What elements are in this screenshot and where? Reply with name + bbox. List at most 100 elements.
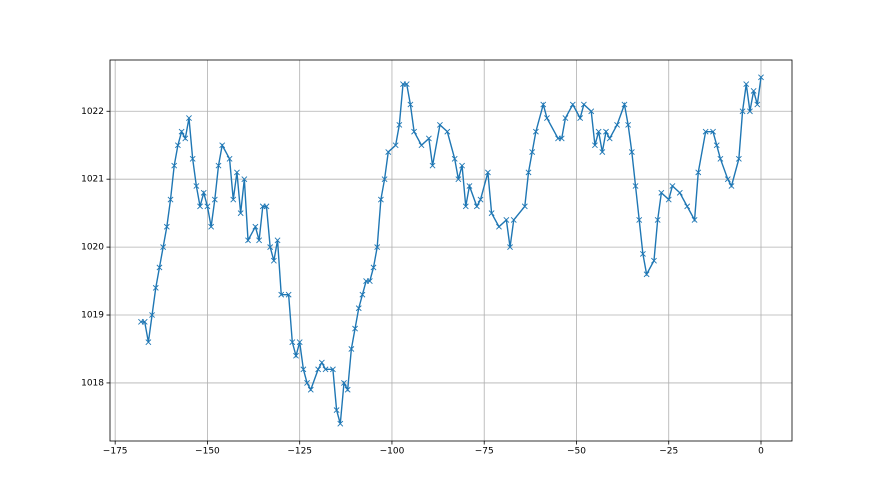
data-marker (403, 81, 410, 88)
y-tick-label: 1022 (81, 107, 104, 117)
data-marker (274, 237, 281, 244)
data-marker (462, 203, 469, 210)
data-marker (569, 101, 576, 108)
data-marker (197, 203, 203, 210)
ticks: −175 −150 −125 −100 −75 −50 −25 0 1018 1019 1020 10… (81, 107, 764, 457)
data-marker (717, 155, 724, 162)
data-marker (702, 128, 709, 135)
data-marker (293, 352, 299, 359)
data-marker (245, 237, 251, 244)
data-marker (208, 223, 215, 230)
y-tick-label: 1018 (81, 378, 104, 388)
data-marker (160, 244, 167, 251)
data-marker (735, 155, 742, 162)
x-tick-label: −175 (103, 447, 128, 457)
data-marker (385, 149, 392, 155)
data-marker (189, 155, 196, 162)
data-marker (425, 135, 432, 142)
data-marker (665, 196, 672, 203)
data-marker (359, 291, 366, 298)
data-marker (636, 217, 643, 223)
data-marker (639, 250, 646, 257)
data-marker (149, 312, 155, 318)
data-marker (603, 128, 609, 135)
plot (138, 74, 764, 427)
data-marker (337, 420, 344, 427)
data-marker (267, 244, 274, 251)
data-marker (352, 325, 358, 332)
data-marker (289, 339, 296, 346)
data-marker (204, 203, 211, 210)
data-marker (418, 142, 425, 149)
data-marker (488, 210, 495, 217)
data-marker (606, 135, 613, 142)
y-tick-label: 1021 (81, 175, 104, 185)
data-marker (724, 176, 731, 183)
data-marker (355, 305, 362, 312)
data-marker (296, 339, 303, 346)
data-marker (750, 87, 757, 94)
data-marker (510, 217, 517, 223)
data-marker (270, 257, 277, 264)
data-marker (592, 142, 598, 149)
data-marker (595, 128, 602, 135)
data-marker (226, 155, 233, 162)
data-marker (370, 264, 377, 271)
x-tick-label: 0 (758, 447, 764, 457)
data-marker (614, 121, 620, 128)
data-marker (396, 121, 403, 128)
data-marker (307, 386, 314, 393)
data-marker (392, 142, 399, 149)
data-marker (219, 142, 226, 149)
data-marker (525, 169, 532, 176)
data-marker (237, 210, 244, 217)
data-marker (429, 162, 436, 169)
data-marker (278, 291, 285, 298)
x-tick-label: −75 (475, 447, 494, 457)
data-marker (211, 196, 218, 203)
data-marker (318, 359, 325, 366)
data-marker (758, 74, 764, 81)
data-marker (348, 346, 355, 352)
data-marker (167, 196, 174, 203)
data-marker (684, 203, 691, 210)
data-marker (669, 183, 676, 189)
data-marker (676, 189, 683, 196)
data-marker (588, 108, 595, 115)
data-marker (747, 108, 753, 115)
data-marker (252, 223, 259, 230)
data-marker (230, 196, 237, 203)
data-marker (366, 278, 373, 284)
data-marker (381, 176, 388, 183)
data-marker (304, 380, 310, 386)
data-marker (186, 115, 192, 121)
x-tick-label: −50 (567, 447, 586, 457)
data-marker (344, 386, 351, 393)
grid (110, 60, 792, 441)
data-marker (256, 237, 263, 244)
y-tick-label: 1020 (81, 243, 104, 253)
data-marker (503, 217, 510, 223)
data-marker (529, 149, 536, 155)
data-marker (473, 203, 480, 210)
data-marker (754, 101, 761, 108)
data-marker (710, 128, 716, 135)
y-tick-label: 1019 (81, 311, 104, 321)
data-marker (171, 162, 178, 169)
data-marker (558, 135, 565, 142)
data-marker (713, 142, 720, 149)
data-marker (625, 121, 632, 128)
data-marker (152, 284, 159, 291)
data-marker (455, 176, 462, 183)
data-marker (540, 101, 547, 108)
data-marker (263, 203, 270, 210)
x-tick-label: −125 (287, 447, 312, 457)
data-marker (193, 183, 200, 189)
data-marker (300, 366, 307, 373)
data-marker (200, 189, 207, 196)
data-marker (141, 318, 148, 325)
x-tick-label: −100 (380, 447, 405, 457)
data-marker (241, 176, 248, 183)
data-marker (341, 380, 347, 386)
data-marker (507, 244, 513, 251)
